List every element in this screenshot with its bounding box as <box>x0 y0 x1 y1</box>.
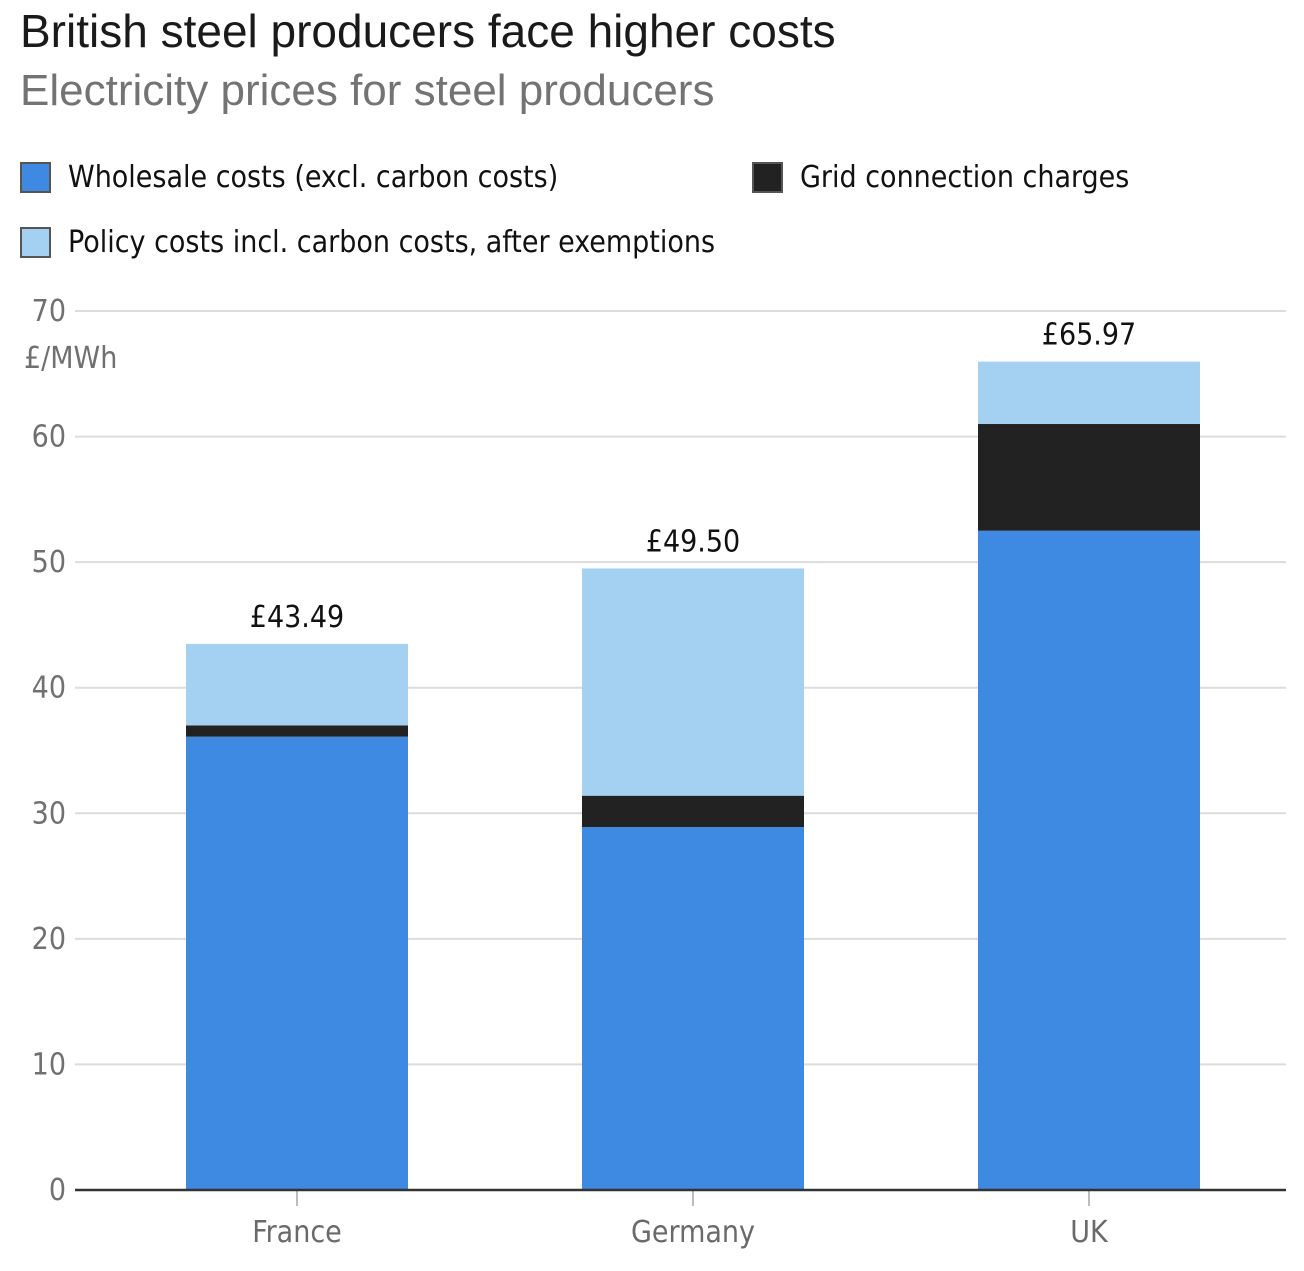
bars <box>186 361 1200 1190</box>
y-tick-label-50: 50 <box>32 545 66 580</box>
legend-label-wholesale: Wholesale costs (excl. carbon costs) <box>68 160 559 195</box>
bar-uk-series-2 <box>978 361 1200 425</box>
bar-france-series-2 <box>186 643 408 726</box>
legend-item-policy: Policy costs incl. carbon costs, after e… <box>20 225 715 260</box>
x-tick-label-uk: UK <box>1070 1215 1109 1250</box>
axes <box>75 1188 1286 1206</box>
y-axis-unit-label: £/MWh <box>24 341 117 376</box>
bar-france-series-1 <box>186 725 408 737</box>
total-label-uk: £65.97 <box>1042 318 1136 353</box>
bar-uk-series-1 <box>978 424 1200 531</box>
bar-germany-series-2 <box>582 568 804 796</box>
legend-swatch-wholesale <box>20 162 51 193</box>
chart-subtitle: Electricity prices for steel producers <box>20 66 715 115</box>
bar-uk-series-0 <box>978 530 1200 1190</box>
legend-label-policy: Policy costs incl. carbon costs, after e… <box>68 225 716 260</box>
chart-title: British steel producers face higher cost… <box>20 5 836 57</box>
bar-germany-series-1 <box>582 795 804 828</box>
y-tick-label-10: 10 <box>32 1047 66 1082</box>
legend-swatch-policy <box>20 227 51 258</box>
bar-france-series-0 <box>186 736 408 1190</box>
legend-item-wholesale: Wholesale costs (excl. carbon costs) <box>20 160 558 195</box>
legend-swatch-grid <box>752 162 783 193</box>
total-label-germany: £49.50 <box>646 524 740 559</box>
total-label-france: £43.49 <box>250 600 344 635</box>
y-tick-label-60: 60 <box>32 420 66 455</box>
legend-item-grid: Grid connection charges <box>752 160 1129 195</box>
labels: 0 10 20 30 40 50 60 70 £/MWh £43.49 France £49.50 Ge… <box>24 294 1136 1250</box>
x-tick-label-germany: Germany <box>631 1215 755 1250</box>
y-tick-label-40: 40 <box>32 671 66 706</box>
x-tick-label-france: France <box>252 1215 342 1250</box>
y-tick-label-20: 20 <box>32 922 66 957</box>
y-tick-label-70: 70 <box>32 294 66 329</box>
bar-germany-series-0 <box>582 827 804 1190</box>
y-tick-label-30: 30 <box>32 796 66 831</box>
y-tick-label-0: 0 <box>49 1173 66 1208</box>
legend-label-grid: Grid connection charges <box>800 160 1130 195</box>
